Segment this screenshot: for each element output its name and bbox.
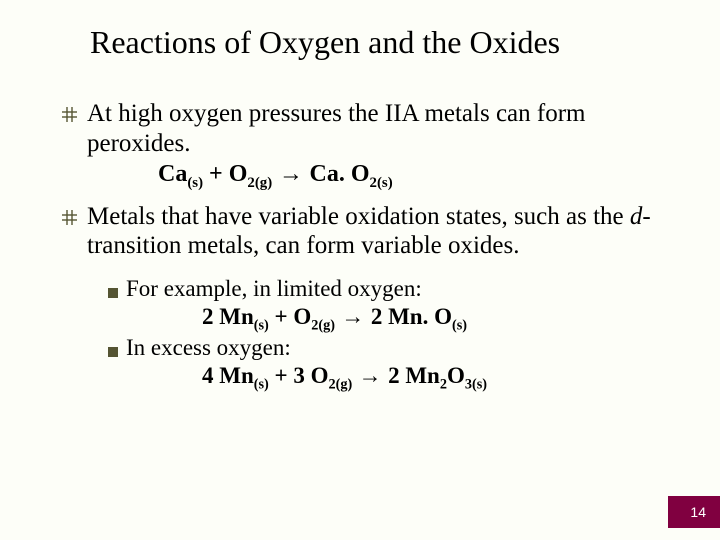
slide-number: 14 [668,496,720,528]
sub-bullet-item: In excess oxygen: [108,334,680,362]
bullet-item: Metals that have variable oxidation stat… [62,202,680,261]
hash-icon [62,107,77,127]
bullet-text: At high oxygen pressures the IIA metals … [87,99,680,158]
sub-bullet-text: In excess oxygen: [126,334,291,361]
sub-bullet-item: For example, in limited oxygen: [108,275,680,303]
bullet-text: Metals that have variable oxidation stat… [87,202,680,261]
equation: Ca(s) + O2(g) → Ca. O2(s) [158,160,680,192]
equation: 2 Mn(s) + O2(g) → 2 Mn. O(s) [202,303,680,335]
bullet-item: At high oxygen pressures the IIA metals … [62,99,680,158]
equation: 4 Mn(s) + 3 O2(g) → 2 Mn2O3(s) [202,362,680,394]
page-title: Reactions of Oxygen and the Oxides [90,24,680,61]
square-icon [108,285,118,303]
hash-icon [62,210,77,230]
square-icon [108,344,118,362]
sub-bullet-text: For example, in limited oxygen: [126,275,422,302]
